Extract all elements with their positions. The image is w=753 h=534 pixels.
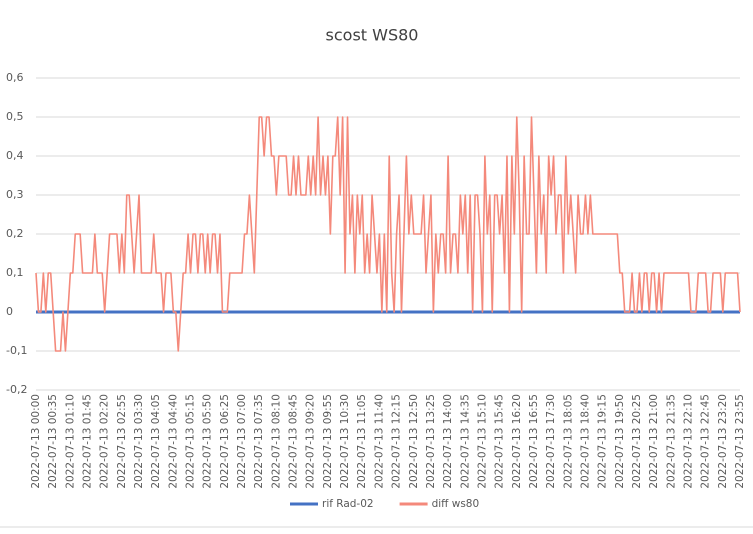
y-tick-label: 0: [6, 305, 13, 318]
x-tick-label: 2022-07-13 22:45: [700, 394, 712, 489]
x-tick-label: 2022-07-13 11:40: [373, 394, 385, 489]
x-tick-label: 2022-07-13 07:00: [236, 394, 248, 489]
y-tick-label: 0,5: [6, 110, 24, 123]
x-tick-label: 2022-07-13 12:50: [408, 394, 420, 489]
x-tick-label: 2022-07-13 02:55: [116, 394, 128, 489]
x-tick-label: 2022-07-13 02:20: [99, 394, 111, 489]
x-tick-label: 2022-07-13 14:35: [459, 394, 471, 489]
x-tick-label: 2022-07-13 13:25: [425, 394, 437, 489]
x-tick-label: 2022-07-13 18:05: [562, 394, 574, 489]
x-tick-label: 2022-07-13 00:35: [47, 394, 59, 489]
y-tick-label: 0,1: [6, 266, 24, 279]
x-tick-label: 2022-07-13 05:50: [202, 394, 214, 489]
x-tick-label: 2022-07-13 04:05: [150, 394, 162, 489]
x-tick-label: 2022-07-13 14:00: [442, 394, 454, 489]
x-tick-label: 2022-07-13 20:25: [631, 394, 643, 489]
x-tick-label: 2022-07-13 01:10: [64, 394, 76, 489]
x-tick-label: 2022-07-13 15:45: [494, 394, 506, 489]
y-tick-label: -0,1: [6, 344, 27, 357]
x-tick-label: 2022-07-13 19:15: [597, 394, 609, 489]
x-tick-label: 2022-07-13 21:35: [665, 394, 677, 489]
x-tick-label: 2022-07-13 16:20: [511, 394, 523, 489]
x-tick-label: 2022-07-13 06:25: [219, 394, 231, 489]
x-tick-label: 2022-07-13 05:15: [185, 394, 197, 489]
x-tick-label: 2022-07-13 12:15: [391, 394, 403, 489]
legend-label: diff ws80: [432, 498, 480, 510]
x-tick-label: 2022-07-13 21:00: [648, 394, 660, 489]
x-tick-label: 2022-07-13 03:30: [133, 394, 145, 489]
x-tick-label: 2022-07-13 17:30: [545, 394, 557, 489]
x-tick-label: 2022-07-13 08:45: [288, 394, 300, 489]
x-tick-label: 2022-07-13 16:55: [528, 394, 540, 489]
x-tick-label: 2022-07-13 09:20: [305, 394, 317, 489]
x-tick-label: 2022-07-13 18:40: [579, 394, 591, 489]
series-line: [35, 116, 741, 352]
x-tick-label: 2022-07-13 23:20: [717, 394, 729, 489]
x-tick-label: 2022-07-13 08:10: [270, 394, 282, 489]
x-tick-label: 2022-07-13 04:40: [167, 394, 179, 489]
x-tick-label: 2022-07-13 11:05: [356, 394, 368, 489]
y-tick-label: -0,2: [6, 383, 27, 396]
x-tick-label: 2022-07-13 01:45: [82, 394, 94, 489]
legend-label: rif Rad-02: [322, 498, 374, 510]
y-tick-label: 0,3: [6, 188, 24, 201]
x-tick-label: 2022-07-13 19:50: [614, 394, 626, 489]
x-tick-label: 2022-07-13 07:35: [253, 394, 265, 489]
chart-title: scost WS80: [326, 26, 419, 45]
y-tick-label: 0,4: [6, 149, 24, 162]
y-tick-label: 0,6: [6, 71, 24, 84]
y-tick-label: 0,2: [6, 227, 24, 240]
x-tick-label: 2022-07-13 09:55: [322, 394, 334, 489]
x-tick-label: 2022-07-13 22:10: [682, 394, 694, 489]
x-tick-label: 2022-07-13 23:55: [734, 394, 746, 489]
x-tick-label: 2022-07-13 15:10: [476, 394, 488, 489]
x-tick-label: 2022-07-13 00:00: [30, 394, 42, 489]
x-tick-label: 2022-07-13 10:30: [339, 394, 351, 489]
